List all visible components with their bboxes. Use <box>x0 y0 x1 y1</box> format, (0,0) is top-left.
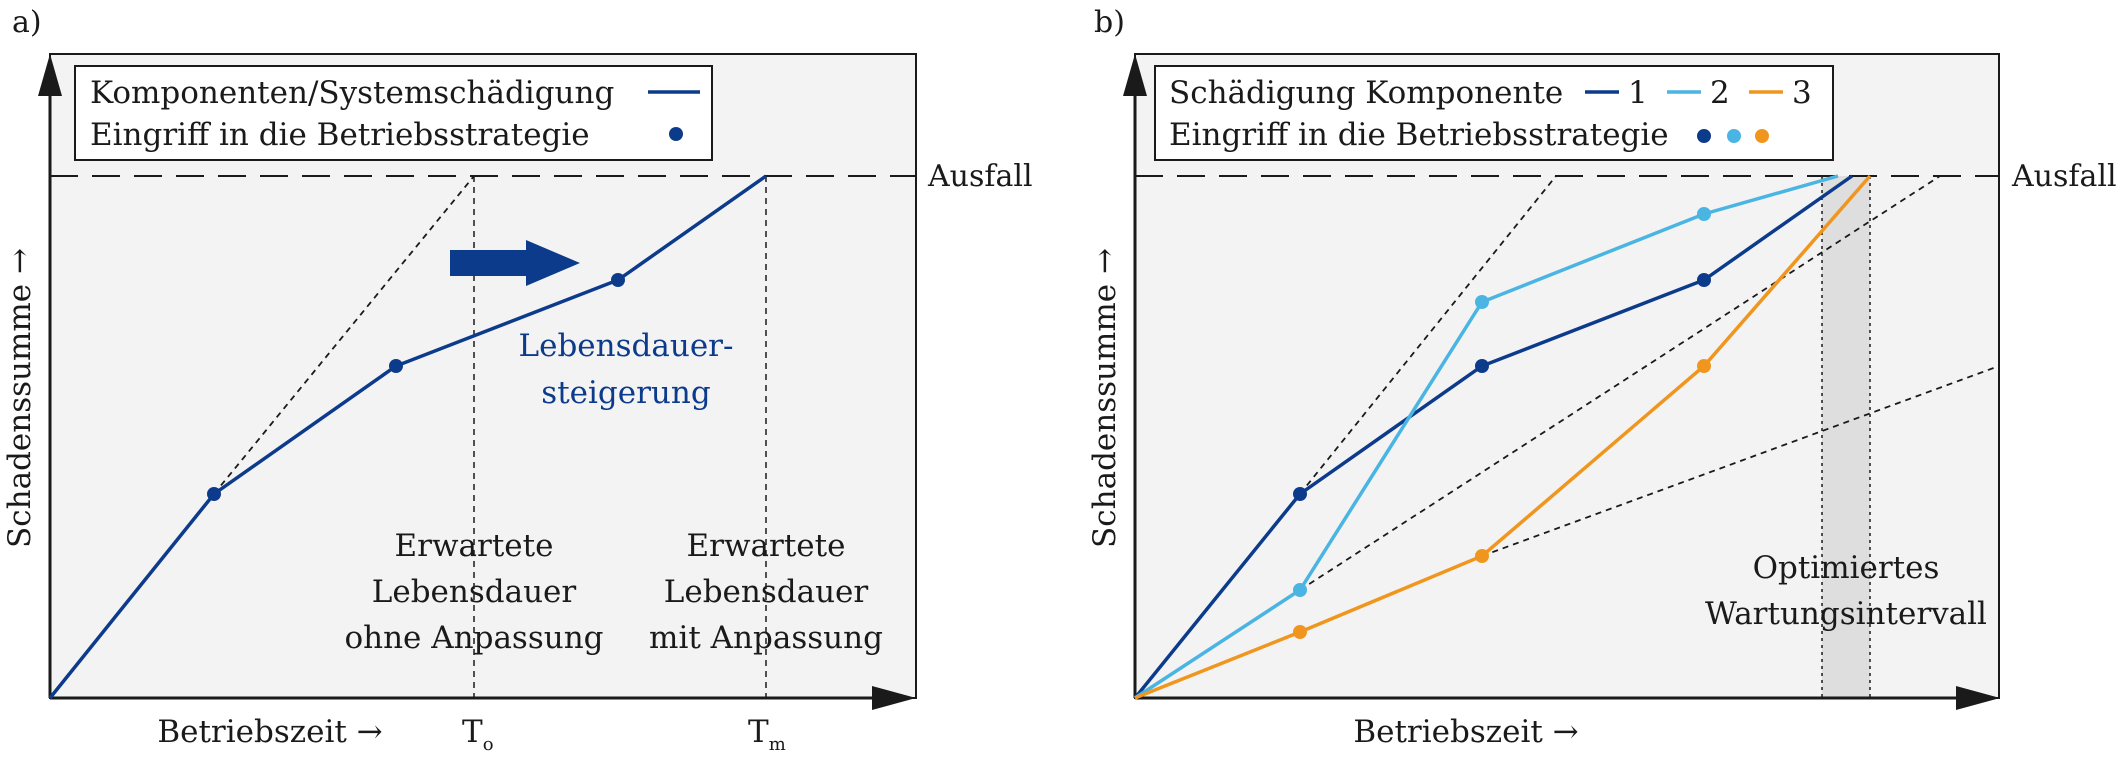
panel-b-series-3-point <box>1475 549 1489 563</box>
panel-b-series-1-point <box>1697 273 1711 287</box>
panel-b-legend-marker-2 <box>1727 129 1741 143</box>
panel-a-arrow-text-2: steigerung <box>541 375 710 411</box>
panel-b-legend-line-label: Schädigung Komponente <box>1169 75 1563 111</box>
panel-a-x-axis-arrow <box>872 686 916 710</box>
panel-b: b) Ausfall Optimiertes <box>1087 5 2117 750</box>
panel-b-interval-text-1: Optimiertes <box>1753 550 1940 586</box>
panel-a-legend-line-label: Komponenten/Systemschädigung <box>90 75 614 111</box>
panel-a-y-label: Schadenssumme → <box>2 248 38 548</box>
panel-a-intervention-point <box>389 359 403 373</box>
panel-b-legend <box>1154 65 1834 161</box>
panel-b-legend-marker-1 <box>1697 129 1711 143</box>
panel-a-arrow-text-1: Lebensdauer- <box>519 328 734 364</box>
panel-b-failure-label: Ausfall <box>2011 159 2117 194</box>
panel-a-x-label: Betriebszeit → <box>157 714 382 750</box>
panel-a-legend-marker-label: Eingriff in die Betriebsstrategie <box>90 117 590 153</box>
panel-a-failure-label: Ausfall <box>927 159 1033 194</box>
panel-a-expected-without-2: Lebensdauer <box>372 574 577 610</box>
panel-a-lifetime-arrow <box>450 240 580 286</box>
panel-b-projection-3 <box>1481 365 2000 557</box>
panel-a-legend <box>74 65 713 161</box>
panel-a-expected-with-2: Lebensdauer <box>664 574 869 610</box>
panel-a-projection-line <box>213 175 475 495</box>
panel-b-legend-series-1: 1 <box>1628 75 1648 111</box>
panel-a-expected-without-3: ohne Anpassung <box>344 620 603 656</box>
panel-a-legend-marker-swatch <box>669 127 683 141</box>
panel-a-tick-m: Tm <box>748 714 786 755</box>
panel-a-y-axis-arrow <box>38 54 62 96</box>
panel-a-plot-area <box>49 53 917 699</box>
panel-b-series-1-point <box>1293 487 1307 501</box>
panel-a-label: a) <box>12 5 42 40</box>
panel-a-expected-with-3: mit Anpassung <box>649 620 883 656</box>
panel-b-series-3-point <box>1293 625 1307 639</box>
panel-a: a) Ausfall Lebensdauer- steigerung Erwar… <box>2 5 1033 755</box>
panel-b-legend-series-2: 2 <box>1710 75 1730 111</box>
panel-a-tick-o: To <box>462 714 494 755</box>
panel-b-interval-text-2: Wartungsintervall <box>1705 596 1987 632</box>
panel-b-series-1-point <box>1475 359 1489 373</box>
panel-b-series-2-point <box>1475 295 1489 309</box>
panel-a-expected-without-1: Erwartete <box>395 528 554 564</box>
panel-a-intervention-point <box>207 487 221 501</box>
panel-b-legend-marker-3 <box>1755 129 1769 143</box>
panel-b-y-axis-arrow <box>1123 54 1147 96</box>
panel-b-projection-1 <box>1299 175 1557 495</box>
panel-a-intervention-point <box>611 273 625 287</box>
panel-b-x-label: Betriebszeit → <box>1353 714 1578 750</box>
panel-b-series-2-point <box>1697 207 1711 221</box>
panel-a-expected-with-1: Erwartete <box>687 528 846 564</box>
panel-b-legend-series-3: 3 <box>1792 75 1812 111</box>
panel-b-interval-band <box>1822 176 1870 698</box>
panel-b-series-2-point <box>1293 583 1307 597</box>
panel-b-series-3-point <box>1697 359 1711 373</box>
panel-b-label: b) <box>1094 5 1125 40</box>
panel-b-y-label: Schadenssumme → <box>1087 248 1123 548</box>
panel-b-legend-marker-label: Eingriff in die Betriebsstrategie <box>1169 117 1669 153</box>
panel-b-x-axis-arrow <box>1956 686 2000 710</box>
